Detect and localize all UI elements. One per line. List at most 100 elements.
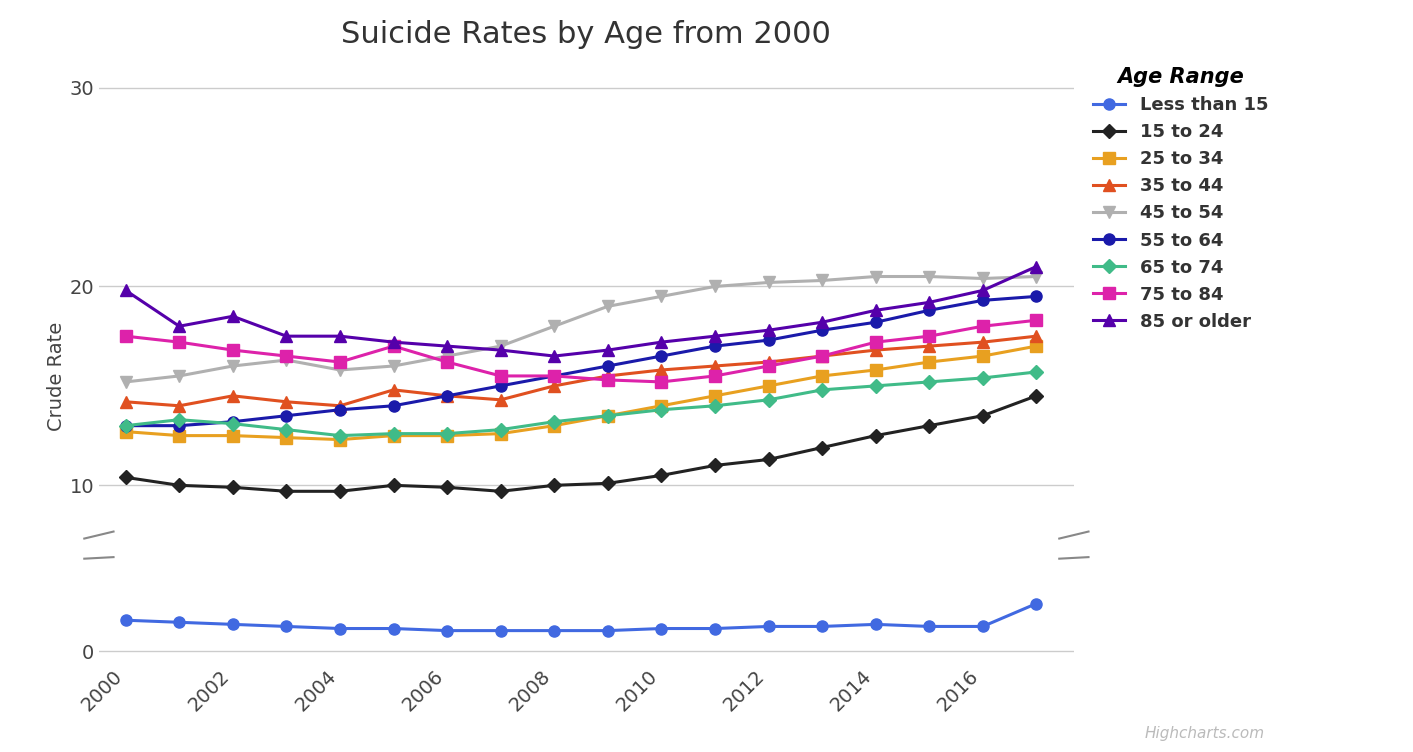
85 or older: [225, 312, 242, 321]
55 to 64: [760, 287, 777, 296]
55 to 64: [278, 411, 295, 420]
55 to 64: [599, 362, 616, 371]
Less than 15: [545, 626, 562, 635]
35 to 44: [278, 397, 295, 406]
75 to 84: [599, 375, 616, 384]
35 to 44: [1027, 332, 1044, 341]
65 to 74: [599, 411, 616, 420]
55 to 64: [706, 341, 723, 350]
15 to 24: [975, 366, 992, 375]
35 to 44: [438, 346, 455, 355]
35 to 44: [492, 350, 509, 359]
35 to 44: [975, 290, 992, 299]
25 to 34: [438, 387, 455, 396]
75 to 84: [653, 331, 670, 340]
Line: 45 to 54: 45 to 54: [120, 271, 1041, 387]
15 to 24: [1027, 391, 1044, 400]
45 to 54: [171, 325, 188, 334]
65 to 74: [438, 429, 455, 438]
Line: 75 to 84: 75 to 84: [120, 265, 1041, 341]
25 to 34: [278, 390, 295, 399]
45 to 54: [599, 302, 616, 311]
25 to 34: [760, 381, 777, 390]
75 to 84: [278, 351, 295, 360]
45 to 54: [653, 292, 670, 301]
65 to 74: [171, 371, 188, 380]
15 to 24: [545, 481, 562, 490]
45 to 54: [386, 314, 403, 323]
85 or older: [492, 298, 509, 307]
35 to 44: [225, 346, 242, 355]
15 to 24: [599, 437, 616, 446]
25 to 34: [1027, 341, 1044, 350]
65 to 74: [492, 381, 509, 390]
75 to 84: [492, 325, 509, 334]
25 to 34: [653, 402, 670, 411]
85 or older: [332, 284, 349, 293]
85 or older: [599, 346, 616, 355]
65 to 74: [814, 339, 831, 348]
15 to 24: [438, 441, 455, 450]
15 to 24: [117, 431, 134, 440]
35 to 44: [599, 371, 616, 381]
Less than 15: [438, 660, 455, 669]
Less than 15: [332, 658, 349, 667]
85 or older: [975, 286, 992, 295]
75 to 84: [921, 332, 938, 341]
45 to 54: [225, 362, 242, 371]
85 or older: [653, 338, 670, 347]
55 to 64: [332, 360, 349, 369]
85 or older: [545, 304, 562, 313]
65 to 74: [975, 374, 992, 383]
15 to 24: [545, 439, 562, 448]
85 or older: [760, 277, 777, 287]
65 to 74: [386, 429, 403, 438]
25 to 34: [545, 421, 562, 430]
15 to 24: [332, 445, 349, 454]
45 to 54: [868, 221, 885, 230]
25 to 34: [492, 429, 509, 438]
25 to 34: [921, 311, 938, 320]
25 to 34: [117, 383, 134, 392]
55 to 64: [171, 377, 188, 386]
35 to 44: [386, 339, 403, 348]
Less than 15: [225, 620, 242, 629]
35 to 44: [545, 381, 562, 390]
Less than 15: [868, 653, 885, 663]
35 to 44: [760, 357, 777, 366]
85 or older: [438, 341, 455, 350]
45 to 54: [975, 223, 992, 232]
35 to 44: [706, 314, 723, 323]
Line: 35 to 44: 35 to 44: [120, 331, 1041, 411]
Less than 15: [386, 658, 403, 667]
25 to 34: [278, 433, 295, 442]
65 to 74: [1027, 368, 1044, 377]
Line: 55 to 64: 55 to 64: [120, 241, 1041, 387]
15 to 24: [225, 441, 242, 450]
45 to 54: [492, 341, 509, 350]
35 to 44: [117, 397, 134, 406]
25 to 34: [545, 377, 562, 386]
45 to 54: [1027, 221, 1044, 230]
25 to 34: [332, 391, 349, 400]
55 to 64: [975, 296, 992, 305]
35 to 44: [868, 346, 885, 355]
75 to 84: [706, 325, 723, 334]
55 to 64: [386, 356, 403, 365]
65 to 74: [921, 378, 938, 387]
55 to 64: [225, 373, 242, 382]
55 to 64: [760, 335, 777, 344]
45 to 54: [332, 365, 349, 374]
55 to 64: [278, 366, 295, 375]
45 to 54: [760, 278, 777, 287]
45 to 54: [278, 308, 295, 317]
75 to 84: [868, 290, 885, 299]
45 to 54: [921, 272, 938, 281]
55 to 64: [386, 402, 403, 411]
65 to 74: [814, 385, 831, 394]
45 to 54: [814, 225, 831, 234]
Line: Less than 15: Less than 15: [120, 598, 1041, 636]
85 or older: [868, 256, 885, 265]
35 to 44: [868, 298, 885, 307]
75 to 84: [814, 304, 831, 313]
